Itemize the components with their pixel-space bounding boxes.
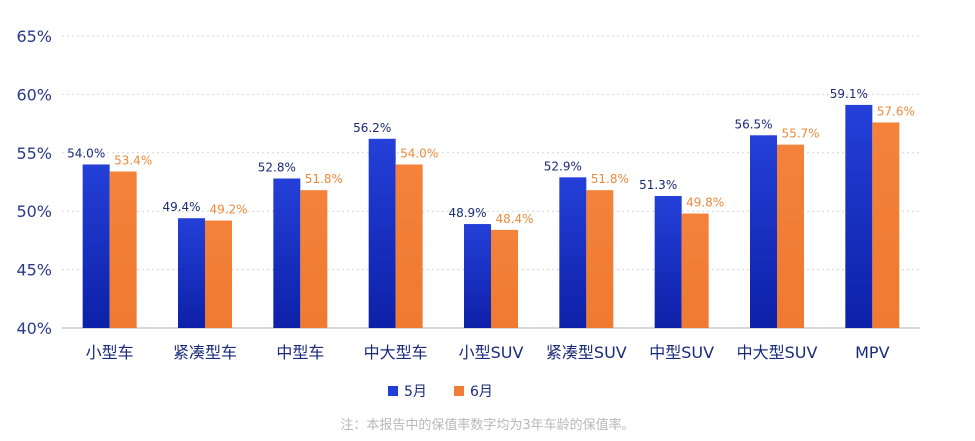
bar-june [872,122,900,328]
bar-june [395,164,423,328]
legend-swatch-may [388,386,398,396]
data-label: 56.5% [734,117,772,131]
data-label: 54.0% [400,146,438,160]
y-tick-label: 55% [16,144,52,163]
bar-june [205,220,232,328]
y-tick-label: 45% [16,261,52,280]
data-label: 48.4% [495,212,533,226]
data-label: 56.2% [353,121,391,135]
data-label: 51.3% [639,178,677,192]
bar-june [491,229,518,328]
y-tick-label: 50% [16,202,52,221]
data-label: 52.8% [258,160,296,174]
bar-june [777,144,804,328]
x-tick-label: 中大型SUV [737,343,818,362]
bar-may [368,138,396,328]
legend-swatch-june [454,386,464,396]
x-tick-label: 中大型车 [364,343,428,362]
x-tick-label: 中型车 [276,343,324,362]
data-label: 48.9% [448,206,486,220]
x-tick-label: 紧凑型车 [173,343,237,362]
x-tick-label: 中型SUV [649,343,714,362]
y-tick-label: 60% [16,85,52,104]
x-tick-label: MPV [855,343,889,362]
x-tick-label: 小型车 [86,343,134,362]
data-label: 57.6% [877,104,915,118]
bar-june [586,190,614,328]
bar-may [273,178,301,328]
bar-may [845,104,873,328]
data-label: 59.1% [830,87,868,101]
bar-june [681,213,709,328]
x-tick-label: 小型SUV [459,343,524,362]
data-label: 49.2% [209,203,247,217]
bars [82,104,900,328]
y-tick-label: 65% [16,27,52,46]
data-label: 51.8% [591,172,629,186]
bar-may [559,177,587,328]
y-tick-label: 40% [16,319,52,338]
bar-may [750,135,777,328]
data-label: 49.4% [162,200,200,214]
data-label: 51.8% [305,172,343,186]
x-axis-ticks: 小型车 紧凑型车 中型车 中大型车 小型SUV 紧凑型SUV 中型SUV 中大型SUV MPV [86,343,890,362]
y-axis-ticks: 40% 45% 50% 55% 60% 65% [16,27,52,338]
bar-june [109,171,137,328]
data-label: 52.9% [544,159,582,173]
bar-may [654,196,682,328]
bar-may [464,224,491,328]
bar-june [300,190,328,328]
bar-may [178,218,205,328]
legend: 5月 6月 [388,384,493,400]
footnote: 注：本报告中的保值率数字均为3年车龄的保值率。 [340,418,635,433]
data-label: 54.0% [67,146,105,160]
data-labels: 54.0% 53.4% 49.4% 49.2% 52.8% 51.8% 56.2% 54.0%… [67,87,915,226]
data-label: 49.8% [686,196,724,210]
data-label: 53.4% [114,153,152,167]
x-tick-label: 紧凑型SUV [546,343,627,362]
data-label: 55.7% [781,127,819,141]
legend-label-june: 6月 [470,384,493,400]
legend-label-may: 5月 [404,384,427,400]
bar-may [82,164,110,328]
